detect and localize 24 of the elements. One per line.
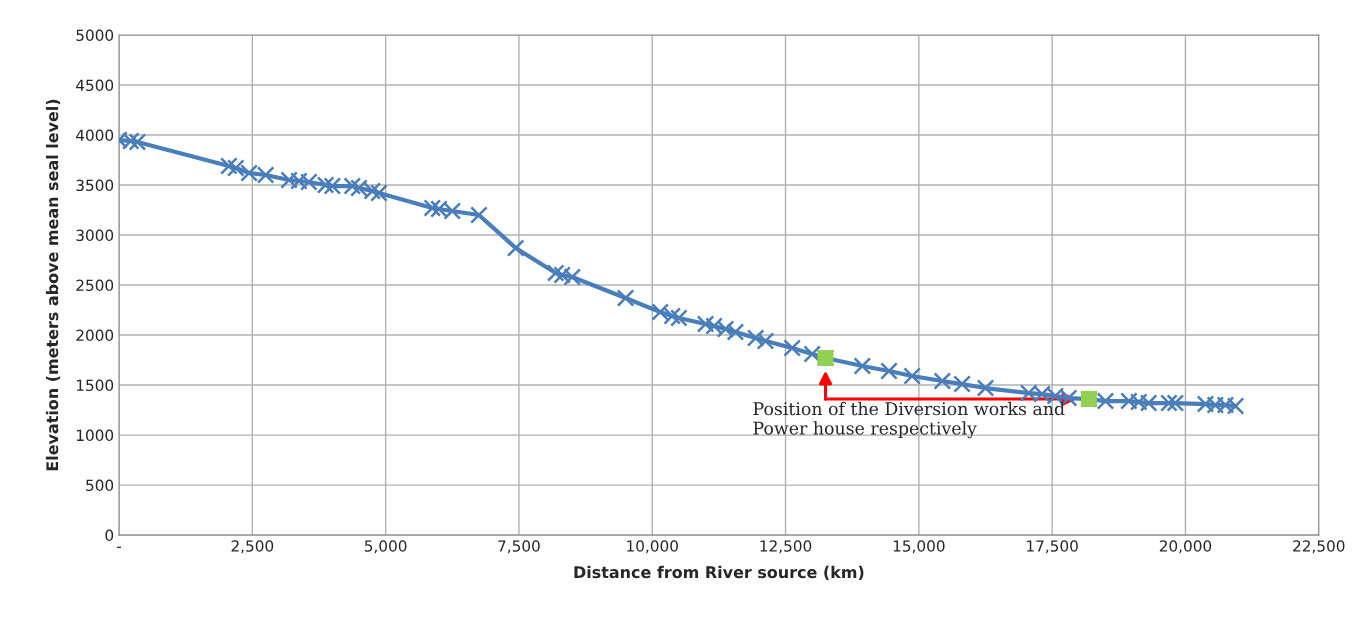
y-tick-label: 5000 [76,29,114,42]
annotation: Position of the Diversion works and Power house respectively [753,401,1065,439]
y-axis-title: Elevation (meters above mean seal level) [45,99,61,471]
y-tick-label: 1000 [76,429,114,442]
x-tick-label: 17,500 [1027,540,1078,554]
x-tick-label: 12,500 [760,540,812,554]
x-tick-label: 22,500 [1293,540,1345,554]
x-tick-label: 20,000 [1159,540,1212,554]
y-tick-label: 3500 [76,179,114,192]
y-tick-label: 4500 [76,79,114,92]
x-tick-label: 7,500 [498,540,540,554]
y-tick-label: 2500 [76,279,114,292]
y-tick-label: 4000 [76,129,114,142]
y-tick-label: 1500 [76,379,114,392]
y-tick-label: 3000 [76,229,114,242]
x-tick-label: - [117,546,122,548]
y-tick-label: 2000 [76,329,114,342]
x-tick-label: 10,000 [627,540,678,554]
x-tick-label: 15,000 [893,540,945,554]
x-tick-label: 5,000 [364,540,407,554]
x-axis-title: Distance from River source (km) [574,565,864,581]
x-tick-label: 2,500 [231,540,274,554]
y-tick-label: 500 [86,479,114,492]
y-tick-label: 0 [105,529,114,542]
